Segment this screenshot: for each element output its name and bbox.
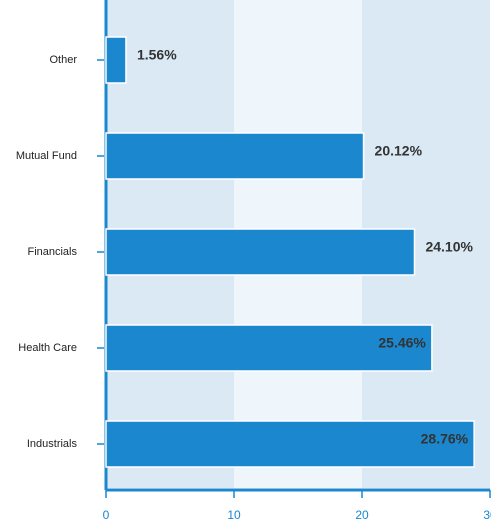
x-tick-label: 20 — [355, 508, 369, 522]
value-label: 1.56% — [137, 47, 177, 63]
value-label: 20.12% — [375, 143, 423, 159]
category-label: Financials — [27, 246, 77, 258]
x-tick-label: 10 — [227, 508, 241, 522]
bar — [105, 420, 475, 468]
bar — [105, 324, 433, 372]
x-tick-label: 0 — [103, 508, 110, 522]
bar — [105, 132, 365, 180]
category-label: Health Care — [18, 342, 77, 354]
value-label: 24.10% — [425, 239, 473, 255]
category-label: Industrials — [27, 438, 78, 450]
bar — [105, 228, 416, 276]
value-label: 28.76% — [421, 431, 469, 447]
category-label: Other — [49, 54, 77, 66]
bar — [105, 36, 127, 84]
x-tick-label: 30 — [483, 508, 491, 522]
value-label: 25.46% — [378, 335, 426, 351]
category-label: Mutual Fund — [16, 150, 77, 162]
